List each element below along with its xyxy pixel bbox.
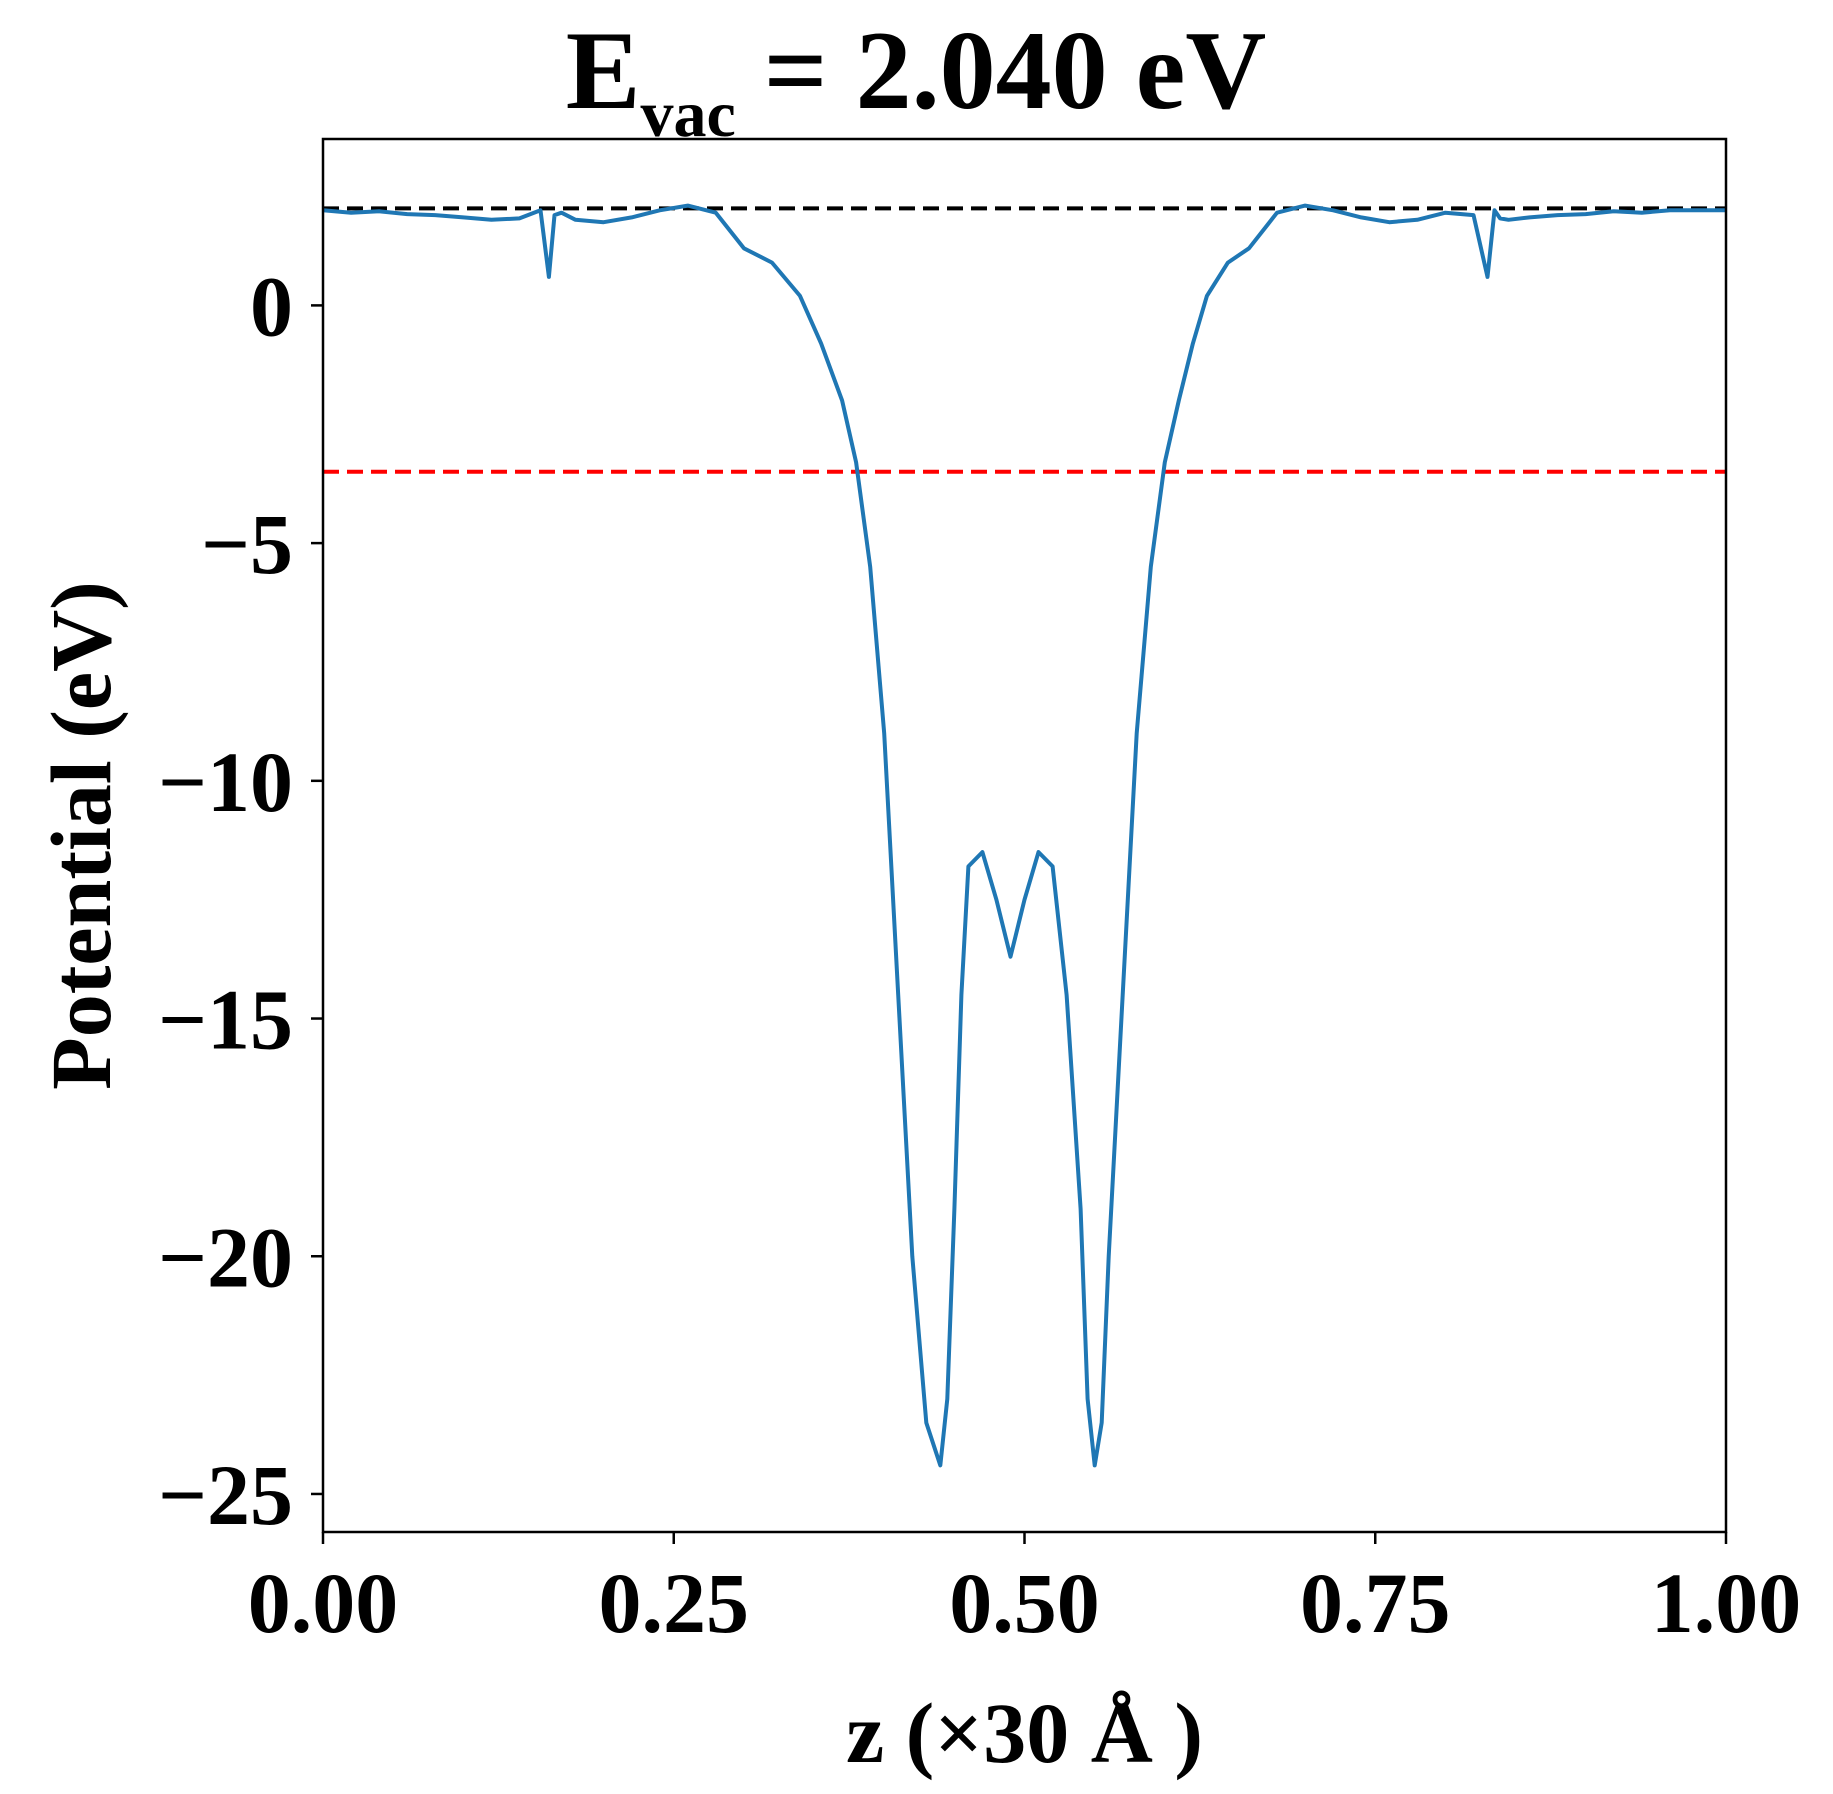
x-tick-label: 1.00	[1651, 1555, 1802, 1651]
y-tick-label: 0	[250, 258, 293, 354]
y-axis-ticks: 0 −5 −10 −15 −20 −25	[158, 258, 323, 1543]
chart-title-main: E	[566, 9, 641, 133]
x-axis-ticks: 0.00 0.25 0.50 0.75 1.00	[248, 1532, 1802, 1651]
y-axis-label: Potential (eV)	[33, 581, 129, 1090]
x-tick-label: 0.00	[248, 1555, 399, 1651]
plot-frame	[321, 137, 1728, 1534]
x-tick-label: 0.75	[1300, 1555, 1451, 1651]
y-tick-label: −25	[158, 1447, 293, 1543]
y-tick-label: −5	[201, 496, 293, 592]
reference-lines	[323, 206, 1726, 474]
y-tick-label: −10	[158, 734, 293, 830]
chart-title-rest: = 2.040 eV	[736, 9, 1266, 133]
x-tick-label: 0.25	[599, 1555, 750, 1651]
x-axis-label: z (×30 Å )	[846, 1685, 1203, 1781]
chart-title: Evac = 2.040 eV	[566, 9, 1266, 151]
series-line-0	[322, 203, 1726, 1468]
y-tick-label: −15	[158, 972, 293, 1068]
y-tick-label: −20	[158, 1209, 293, 1305]
x-tick-label: 0.50	[949, 1555, 1100, 1651]
series-layer	[322, 203, 1726, 1468]
